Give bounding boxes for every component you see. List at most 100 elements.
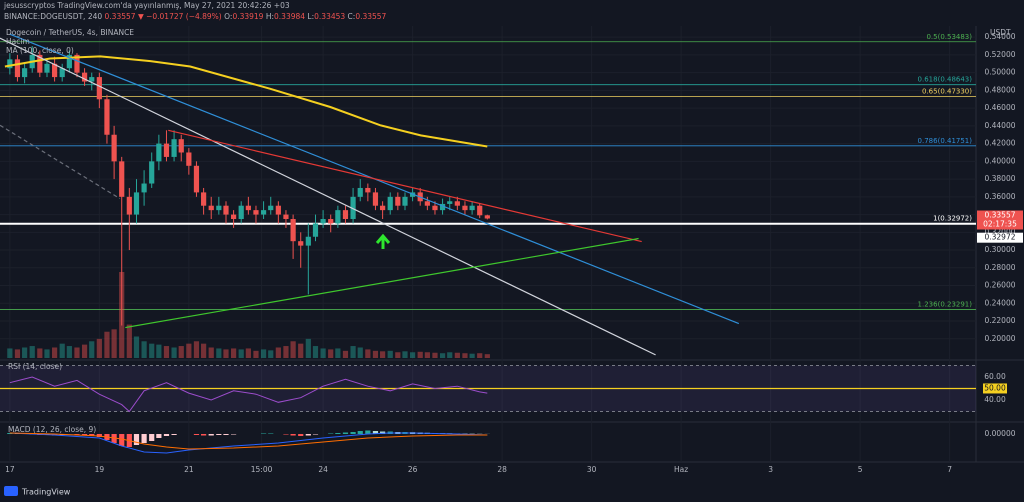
rsi-label: RSI (14, close)	[8, 362, 62, 371]
annotation-arrow	[375, 233, 391, 249]
author: jesusscryptos TradingView.com'da yayınla…	[4, 1, 290, 10]
volume-bar	[29, 346, 35, 358]
macd-histogram-bar	[133, 434, 140, 445]
volume-bar	[350, 346, 356, 358]
trend-line	[0, 37, 656, 356]
volume-bar	[89, 341, 95, 358]
x-tick-label: 17	[5, 465, 15, 474]
rsi-level-label: 50.00	[984, 383, 1006, 392]
trend-line	[0, 124, 121, 200]
y-tick-label: 0.46000	[984, 103, 1015, 112]
countdown: 02:17:35	[983, 220, 1017, 229]
candle-body	[163, 143, 170, 157]
candle-body	[484, 215, 490, 219]
brand: TradingView	[4, 486, 71, 497]
volume-bar	[201, 343, 207, 358]
volume-bar	[275, 347, 281, 358]
change: ▼ −0.01727 (−4.89%)	[137, 12, 222, 21]
candle-body	[193, 165, 200, 193]
rsi-tick-label: 40.00	[984, 395, 1006, 404]
candle-body	[260, 210, 267, 215]
candle-body	[74, 54, 80, 73]
candle-body	[298, 241, 304, 246]
volume-bar	[230, 348, 237, 358]
volume-bar	[111, 329, 117, 358]
candle-body	[357, 187, 363, 197]
volume-bar	[96, 338, 102, 358]
candle-body	[395, 196, 401, 206]
volume-bar	[104, 331, 110, 358]
volume-bar	[66, 346, 72, 358]
h: 0.33984	[274, 12, 306, 21]
volume-label: Hacim	[6, 37, 30, 46]
macd-histogram-bar	[149, 434, 155, 441]
fib-label: 1.236(0.23291)	[918, 301, 973, 309]
macd-histogram-bar	[290, 434, 296, 436]
fib-label: 0.786(0.41751)	[918, 137, 973, 145]
price: 0.33557	[104, 12, 136, 21]
fib-label: 0.618(0.48643)	[918, 76, 973, 84]
volume-bar	[432, 352, 438, 358]
candle-body	[439, 203, 446, 211]
y-tick-label: 0.28000	[984, 263, 1015, 272]
macd-histogram-bar	[298, 434, 304, 436]
volume-bar	[238, 349, 244, 358]
volume-bar	[380, 351, 386, 358]
y-tick-label: 0.38000	[984, 174, 1015, 183]
header: jesusscryptos TradingView.com'da yayınla…	[0, 0, 1024, 22]
c: 0.33557	[355, 12, 387, 21]
volume-bar	[245, 348, 251, 358]
fib-label: 0.5(0.53483)	[926, 33, 972, 41]
volume-bar	[81, 344, 88, 358]
macd-histogram-bar	[305, 434, 311, 436]
candle-body	[290, 219, 296, 242]
candle-body	[387, 196, 393, 211]
rsi-level-tag	[983, 383, 1007, 394]
volume-bar	[149, 343, 155, 358]
macd-histogram-bar	[163, 434, 170, 436]
volume-bar	[186, 343, 192, 358]
volume-bar	[424, 352, 430, 358]
volume-bar	[328, 349, 334, 358]
volume-bar	[447, 352, 453, 358]
macd-histogram-bar	[208, 434, 214, 436]
macd-histogram-bar	[335, 433, 341, 434]
macd-histogram-bar	[268, 433, 274, 434]
volume-bar	[305, 338, 311, 358]
candle-body	[111, 134, 117, 162]
candle-body	[141, 183, 147, 193]
macd-histogram-bar	[216, 434, 222, 435]
candle-body	[149, 161, 155, 184]
last-price-tag	[977, 210, 1023, 230]
candle-body	[283, 214, 289, 220]
macd-histogram-bar	[350, 432, 356, 434]
candle-body	[119, 161, 125, 197]
candle-body	[365, 187, 371, 193]
candle-body	[89, 77, 95, 82]
y-tick-label: 0.24000	[984, 298, 1015, 307]
x-tick-label: 7	[947, 465, 952, 474]
macd-histogram-bar	[230, 434, 237, 435]
volume-bar	[342, 350, 349, 358]
volume-bar	[484, 354, 490, 358]
candle-body	[454, 201, 460, 206]
macd-tick-label: 0.00000	[984, 429, 1015, 438]
volume-bar	[208, 347, 214, 358]
candle-body	[350, 196, 356, 220]
x-tick-label: 5	[858, 465, 863, 474]
macd-histogram-bar	[357, 431, 363, 434]
rsi-line	[9, 376, 488, 413]
volume-bar	[439, 353, 446, 358]
signal-line	[9, 432, 488, 450]
candle-body	[372, 192, 379, 206]
y-tick-label: 0.32000	[984, 227, 1015, 236]
rsi-tick-label: 60.00	[984, 372, 1006, 381]
y-tick-label: 0.44000	[984, 121, 1015, 130]
volume-bar	[409, 352, 416, 358]
candle-body	[104, 99, 110, 135]
macd-histogram-bar	[380, 431, 386, 434]
volume-bar	[253, 350, 259, 358]
candle-body	[342, 210, 349, 220]
candle-body	[7, 59, 13, 69]
volume-bar	[417, 351, 423, 358]
